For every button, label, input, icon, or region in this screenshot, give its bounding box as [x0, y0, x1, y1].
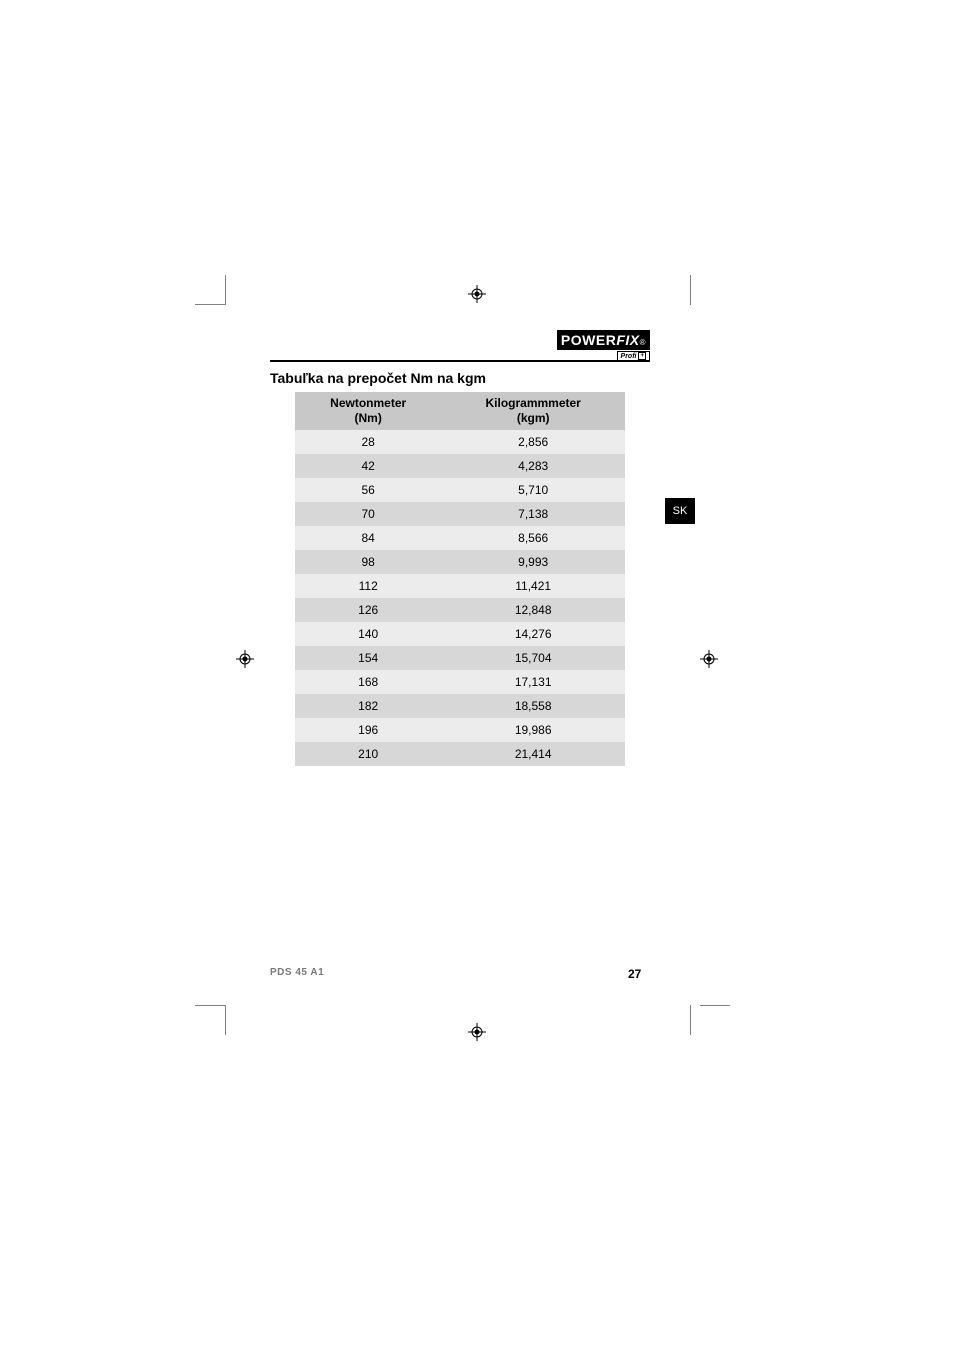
cell-nm: 210	[295, 742, 441, 766]
logo-fix: FIX	[616, 332, 639, 348]
table-header-row: Newtonmeter (Nm) Kilogrammmeter (kgm)	[295, 392, 625, 430]
cell-kgm: 14,276	[441, 622, 625, 646]
footer-page-number: 27	[628, 967, 641, 981]
cell-nm: 168	[295, 670, 441, 694]
crop-mark	[225, 1005, 226, 1035]
cell-kgm: 12,848	[441, 598, 625, 622]
cell-kgm: 15,704	[441, 646, 625, 670]
cell-kgm: 8,566	[441, 526, 625, 550]
page: POWERFIX® Profi + Tabuľka na prepočet Nm…	[0, 0, 954, 1350]
table-row: 18218,558	[295, 694, 625, 718]
cell-nm: 56	[295, 478, 441, 502]
cell-nm: 182	[295, 694, 441, 718]
conversion-table: Newtonmeter (Nm) Kilogrammmeter (kgm) 28…	[295, 392, 625, 766]
logo-profi-plus: +	[638, 352, 646, 360]
crop-mark	[700, 1005, 730, 1006]
logo-trademark: ®	[640, 338, 646, 347]
table-row: 14014,276	[295, 622, 625, 646]
table-row: 565,710	[295, 478, 625, 502]
cell-kgm: 5,710	[441, 478, 625, 502]
header-line2: (Nm)	[355, 411, 382, 425]
table-row: 16817,131	[295, 670, 625, 694]
logo-profi-text: Profi	[621, 353, 637, 360]
table-row: 12612,848	[295, 598, 625, 622]
table-header-kgm: Kilogrammmeter (kgm)	[441, 392, 625, 430]
cell-kgm: 21,414	[441, 742, 625, 766]
table-row: 19619,986	[295, 718, 625, 742]
section-title: Tabuľka na prepočet Nm na kgm	[270, 370, 486, 386]
powerfix-logo: POWERFIX®	[557, 330, 650, 350]
footer-model: PDS 45 A1	[270, 967, 324, 978]
table-row: 11211,421	[295, 574, 625, 598]
table-row: 424,283	[295, 454, 625, 478]
brand-logo: POWERFIX® Profi +	[557, 330, 650, 361]
cell-kgm: 7,138	[441, 502, 625, 526]
cell-kgm: 17,131	[441, 670, 625, 694]
table-row: 15415,704	[295, 646, 625, 670]
table-row: 282,856	[295, 430, 625, 454]
crop-mark	[690, 275, 691, 305]
logo-power: POWER	[561, 332, 616, 348]
cell-kgm: 19,986	[441, 718, 625, 742]
cell-nm: 126	[295, 598, 441, 622]
registration-mark-icon	[700, 650, 718, 668]
cell-nm: 28	[295, 430, 441, 454]
cell-kgm: 18,558	[441, 694, 625, 718]
table-row: 21021,414	[295, 742, 625, 766]
crop-mark	[195, 1005, 225, 1006]
cell-nm: 154	[295, 646, 441, 670]
header-line1: Kilogrammmeter	[485, 396, 580, 410]
registration-mark-icon	[468, 1023, 486, 1041]
crop-mark	[195, 304, 225, 305]
table-body: 282,856 424,283 565,710 707,138 848,566 …	[295, 430, 625, 766]
crop-mark	[690, 1005, 691, 1035]
cell-kgm: 9,993	[441, 550, 625, 574]
cell-nm: 84	[295, 526, 441, 550]
table-row: 848,566	[295, 526, 625, 550]
table-header-nm: Newtonmeter (Nm)	[295, 392, 441, 430]
header-line1: Newtonmeter	[330, 396, 406, 410]
cell-nm: 196	[295, 718, 441, 742]
crop-mark	[225, 275, 226, 305]
cell-nm: 98	[295, 550, 441, 574]
table-row: 989,993	[295, 550, 625, 574]
registration-mark-icon	[468, 285, 486, 303]
registration-mark-icon	[236, 650, 254, 668]
cell-nm: 42	[295, 454, 441, 478]
cell-nm: 112	[295, 574, 441, 598]
header-line2: (kgm)	[517, 411, 550, 425]
language-tab: SK	[665, 498, 695, 524]
cell-nm: 140	[295, 622, 441, 646]
cell-kgm: 4,283	[441, 454, 625, 478]
horizontal-rule	[270, 360, 650, 362]
cell-nm: 70	[295, 502, 441, 526]
table-row: 707,138	[295, 502, 625, 526]
cell-kgm: 11,421	[441, 574, 625, 598]
cell-kgm: 2,856	[441, 430, 625, 454]
